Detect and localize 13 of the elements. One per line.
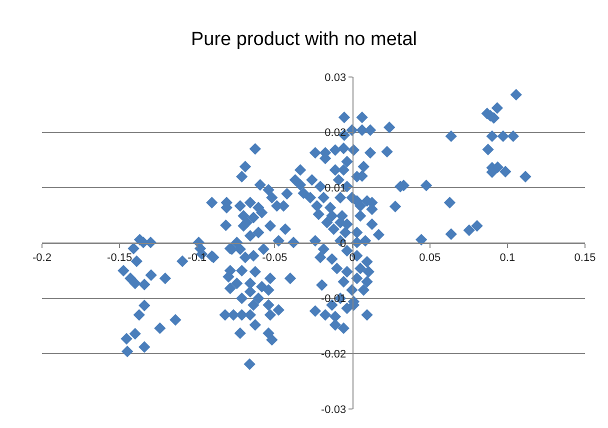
x-tick-label: 0.05 [419,252,441,264]
x-tick-label: -0.2 [32,252,52,264]
y-tick-label: -0.01 [321,293,346,306]
chart-title: Pure product with no metal [190,29,418,50]
y-tick-label: -0.02 [321,348,346,361]
y-tick-label: -0.03 [321,404,346,416]
x-tick-label: 0 [349,252,356,264]
x-tick-label: -0.15 [107,252,132,264]
x-tick-label: -0.1 [188,252,207,264]
x-tick-label: 0.15 [574,252,596,264]
x-tick-label: 0.1 [500,252,516,264]
x-tick-label: -0.05 [262,252,288,264]
y-tick-label: 0.03 [324,72,346,84]
